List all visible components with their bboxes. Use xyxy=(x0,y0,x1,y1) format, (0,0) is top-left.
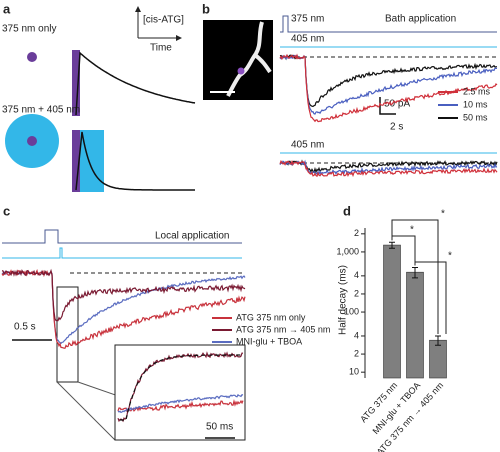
axis-label: Time xyxy=(150,43,172,54)
arrow xyxy=(135,6,182,41)
dendrite xyxy=(226,21,272,97)
trace xyxy=(279,54,497,115)
condition-label: Bath application xyxy=(385,14,456,25)
bracket xyxy=(414,261,447,334)
error-bar xyxy=(435,335,441,346)
y-tick-label: 2 xyxy=(354,228,359,238)
y-tick-label: 100 xyxy=(344,306,359,316)
stim-label: 405 nm xyxy=(291,34,324,45)
trace xyxy=(75,131,195,191)
stim-label: 405 nm xyxy=(291,140,324,151)
bracket xyxy=(391,219,439,334)
trace xyxy=(117,393,244,414)
error-bar xyxy=(412,267,418,279)
axis-label: [cis-ATG] xyxy=(143,15,184,26)
legend-label: 10 ms xyxy=(463,99,488,109)
uv-pulse xyxy=(72,130,80,192)
trace xyxy=(279,54,498,108)
legend-label: ATG 375 nm → 405 nm xyxy=(236,324,330,334)
y-axis-label: Half decay (ms) xyxy=(338,265,349,335)
panel-label: c xyxy=(3,203,10,218)
scale-label: 50 ms xyxy=(206,422,233,433)
zoom-box xyxy=(56,286,79,383)
bar xyxy=(383,244,401,379)
y-tick-label: 2 xyxy=(354,288,359,298)
bar xyxy=(406,271,424,379)
spot xyxy=(237,67,245,75)
condition-label: 375 nm only xyxy=(2,24,56,35)
trace xyxy=(1,269,246,349)
trace xyxy=(1,268,246,322)
trace xyxy=(120,354,243,421)
scale-label: 0.5 s xyxy=(14,322,36,333)
scale-bar xyxy=(379,97,396,115)
scale-label: 2 s xyxy=(390,122,403,133)
panel-label: b xyxy=(202,1,210,16)
stim-label: 375 nm xyxy=(291,14,324,25)
significance: * xyxy=(448,251,452,262)
legend-label: ATG 375 nm only xyxy=(236,312,306,322)
bar xyxy=(429,339,447,379)
spot xyxy=(27,52,37,62)
error-bar xyxy=(389,241,395,249)
legend-label: MNI-glu + TBOA xyxy=(236,336,302,346)
panel-label: d xyxy=(343,203,351,218)
legend-label: 50 ms xyxy=(463,112,488,122)
y-tick-label: 2 xyxy=(354,348,359,358)
condition-label: 375 nm + 405 nm xyxy=(2,105,80,116)
inset xyxy=(114,344,246,441)
uv-pulse xyxy=(72,50,80,116)
zoom-line xyxy=(56,381,116,441)
trace xyxy=(279,53,498,123)
trace xyxy=(75,51,196,116)
bracket xyxy=(391,235,416,266)
legend-label: 2.5 ms xyxy=(463,86,491,96)
trace xyxy=(279,159,498,178)
spot xyxy=(27,136,37,146)
y-tick-label: 4 xyxy=(354,330,359,340)
y-tick-label: 10 xyxy=(349,367,359,377)
y-tick-label: 4 xyxy=(354,270,359,280)
stim-line xyxy=(2,229,242,244)
trace xyxy=(279,159,498,176)
stim-line xyxy=(280,15,497,33)
trace xyxy=(1,270,246,345)
condition-label: Local application xyxy=(155,231,230,242)
scale-label: 50 pA xyxy=(384,99,410,110)
significance: * xyxy=(441,209,445,220)
stim-line xyxy=(2,247,242,259)
panel-label: a xyxy=(3,1,11,16)
y-tick-label: 1,000 xyxy=(336,246,359,256)
significance: * xyxy=(410,225,414,236)
